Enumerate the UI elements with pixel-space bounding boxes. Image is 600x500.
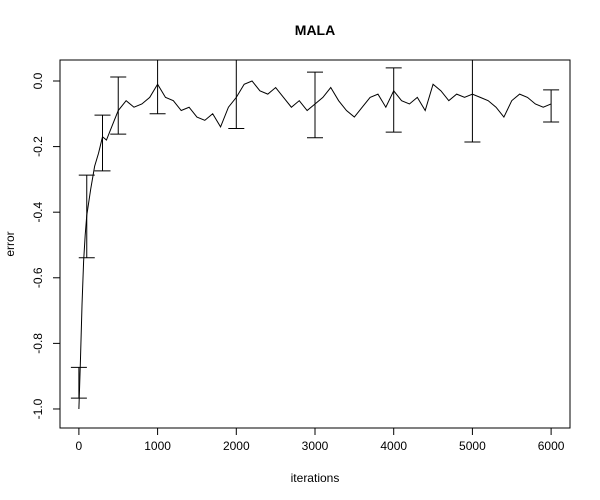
x-tick-label: 4000: [380, 439, 407, 453]
x-tick-label: 0: [76, 439, 83, 453]
x-axis-label: iterations: [291, 471, 340, 485]
error-bar: [110, 76, 127, 135]
error-bar: [543, 89, 560, 123]
x-tick-label: 6000: [538, 439, 565, 453]
x-tick-label: 3000: [302, 439, 329, 453]
error-bar: [70, 366, 87, 399]
y-tick-label: -0.4: [31, 202, 45, 223]
error-bar: [464, 60, 481, 143]
error-bar: [94, 114, 111, 172]
y-tick-label: -0.8: [31, 333, 45, 354]
y-tick-label: -1.0: [31, 398, 45, 419]
y-tick-label: -0.2: [31, 136, 45, 157]
y-tick-label: 0.0: [31, 72, 45, 89]
data-line: [78, 80, 552, 409]
x-tick-label: 2000: [223, 439, 250, 453]
error-bar: [149, 60, 166, 115]
error-bar: [228, 60, 245, 130]
error-bar: [385, 67, 402, 133]
x-tick-label: 1000: [144, 439, 171, 453]
plot-area: [70, 60, 560, 409]
error-bar: [307, 71, 323, 139]
y-axis-label: error: [3, 231, 17, 256]
x-tick-label: 5000: [459, 439, 486, 453]
error-bar: [78, 174, 95, 259]
chart-title: MALA: [295, 22, 335, 38]
y-tick-label: -0.6: [31, 267, 45, 288]
